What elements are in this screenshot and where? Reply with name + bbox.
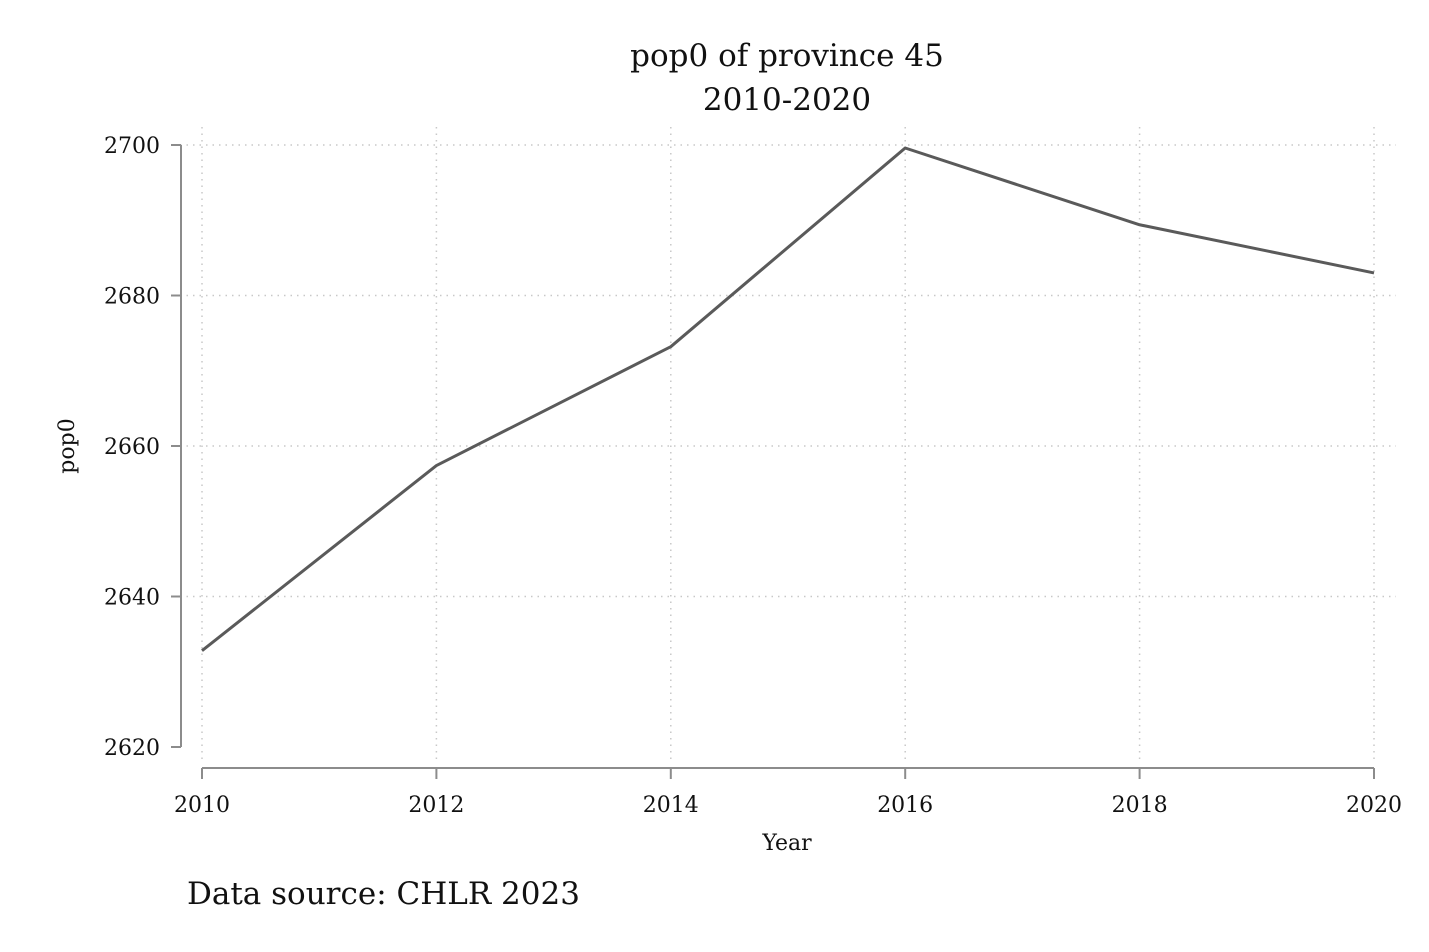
gridlines: [180, 127, 1396, 760]
y-tick-label: 2680: [104, 285, 160, 310]
x-axis-label: Year: [761, 831, 812, 856]
x-tick-label: 2010: [174, 793, 230, 818]
series-layer: [201, 146, 1375, 652]
axes: [171, 144, 1375, 779]
y-tick-label: 2660: [104, 435, 160, 460]
x-tick-label: 2012: [408, 793, 464, 818]
y-axis-label: pop0: [55, 418, 80, 473]
x-tick-label: 2014: [643, 793, 699, 818]
series-line: [201, 146, 1375, 652]
x-tick-label: 2018: [1112, 793, 1168, 818]
y-tick-label: 2640: [104, 586, 160, 611]
x-tick-labels: 2010 2012 2014 2016 2018 2020: [174, 793, 1402, 818]
y-tick-labels: 2620 2640 2660 2680 2700: [104, 134, 160, 761]
chart-subtitle: 2010-2020: [703, 82, 871, 118]
chart-title: pop0 of province 45: [630, 38, 944, 74]
x-tick-label: 2016: [877, 793, 933, 818]
x-tick-label: 2020: [1346, 793, 1402, 818]
y-tick-label: 2700: [104, 134, 160, 159]
data-source-note: Data source: CHLR 2023: [187, 876, 580, 912]
y-tick-label: 2620: [104, 736, 160, 761]
